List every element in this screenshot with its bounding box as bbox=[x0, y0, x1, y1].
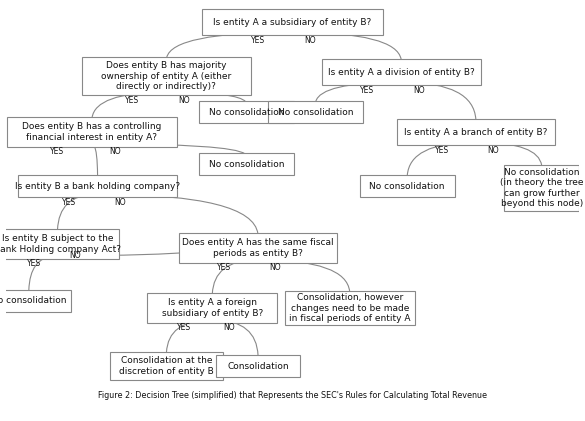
Text: YES: YES bbox=[216, 263, 230, 272]
Text: NO: NO bbox=[304, 36, 315, 45]
FancyBboxPatch shape bbox=[19, 175, 177, 197]
Text: Is entity A a branch of entity B?: Is entity A a branch of entity B? bbox=[404, 128, 548, 137]
Text: No consolidation: No consolidation bbox=[209, 108, 284, 117]
Text: Is entity A a subsidiary of entity B?: Is entity A a subsidiary of entity B? bbox=[214, 18, 371, 27]
Text: NO: NO bbox=[270, 263, 281, 272]
FancyBboxPatch shape bbox=[147, 293, 277, 323]
FancyBboxPatch shape bbox=[179, 233, 337, 263]
Text: YES: YES bbox=[435, 146, 449, 155]
Text: YES: YES bbox=[360, 86, 374, 95]
Text: No consolidation: No consolidation bbox=[209, 160, 284, 169]
Text: YES: YES bbox=[125, 96, 139, 105]
Text: No consolidation
(in theory the tree
can grow further
beyond this node): No consolidation (in theory the tree can… bbox=[500, 168, 584, 208]
FancyBboxPatch shape bbox=[202, 9, 383, 35]
Text: NO: NO bbox=[487, 146, 499, 155]
Text: Does entity B has majority
ownership of entity A (either
directly or indirectly): Does entity B has majority ownership of … bbox=[101, 61, 232, 91]
Text: Figure 2: Decision Tree (simplified) that Represents the SEC's Rules for Calcula: Figure 2: Decision Tree (simplified) tha… bbox=[98, 391, 487, 400]
Text: Is entity B subject to the
Bank Holding company Act?: Is entity B subject to the Bank Holding … bbox=[0, 234, 121, 254]
FancyBboxPatch shape bbox=[0, 229, 119, 259]
Text: No consolidation: No consolidation bbox=[369, 182, 445, 191]
Text: YES: YES bbox=[62, 198, 76, 207]
Text: YES: YES bbox=[251, 36, 265, 45]
Text: NO: NO bbox=[115, 198, 126, 207]
FancyBboxPatch shape bbox=[360, 175, 455, 197]
Text: Is entity A a division of entity B?: Is entity A a division of entity B? bbox=[328, 68, 475, 77]
Text: No consolidation: No consolidation bbox=[0, 296, 67, 306]
FancyBboxPatch shape bbox=[285, 291, 415, 325]
FancyBboxPatch shape bbox=[322, 59, 480, 85]
Text: YES: YES bbox=[27, 259, 42, 268]
FancyBboxPatch shape bbox=[81, 57, 251, 96]
Text: Consolidation at the
discretion of entity B: Consolidation at the discretion of entit… bbox=[119, 357, 214, 376]
FancyBboxPatch shape bbox=[504, 165, 579, 211]
Text: NO: NO bbox=[109, 147, 121, 156]
Text: No consolidation: No consolidation bbox=[278, 108, 353, 117]
Text: NO: NO bbox=[178, 96, 190, 105]
Text: Does entity A has the same fiscal
periods as entity B?: Does entity A has the same fiscal period… bbox=[183, 238, 334, 258]
Text: YES: YES bbox=[177, 323, 191, 332]
Text: Is entity B a bank holding company?: Is entity B a bank holding company? bbox=[15, 182, 180, 191]
FancyBboxPatch shape bbox=[199, 153, 294, 176]
FancyBboxPatch shape bbox=[268, 101, 363, 123]
FancyBboxPatch shape bbox=[0, 290, 71, 312]
FancyBboxPatch shape bbox=[110, 352, 222, 380]
Text: Does entity B has a controlling
financial interest in entity A?: Does entity B has a controlling financia… bbox=[22, 123, 161, 142]
Text: Consolidation, however
changes need to be made
in fiscal periods of entity A: Consolidation, however changes need to b… bbox=[289, 293, 411, 323]
Text: NO: NO bbox=[413, 86, 425, 95]
Text: NO: NO bbox=[69, 251, 81, 260]
FancyBboxPatch shape bbox=[216, 355, 300, 377]
Text: Is entity A a foreign
subsidiary of entity B?: Is entity A a foreign subsidiary of enti… bbox=[161, 298, 263, 318]
Text: NO: NO bbox=[223, 323, 235, 332]
Text: YES: YES bbox=[50, 147, 64, 156]
FancyBboxPatch shape bbox=[199, 101, 294, 123]
FancyBboxPatch shape bbox=[397, 119, 555, 145]
Text: Consolidation: Consolidation bbox=[228, 362, 289, 370]
FancyBboxPatch shape bbox=[7, 117, 177, 147]
